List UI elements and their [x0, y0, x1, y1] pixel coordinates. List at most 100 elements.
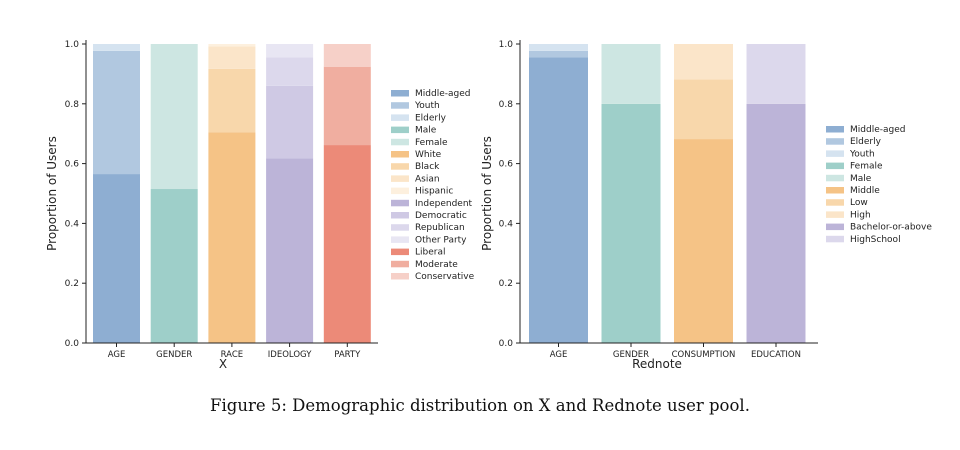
x-bar-age-elderly [93, 44, 140, 51]
x-y-tick-label: 0.0 [65, 339, 80, 349]
x-legend-swatch [391, 175, 409, 182]
rednote-legend-swatch [826, 162, 844, 170]
chart-rednote: 0.0 0.2 0.4 0.6 0.8 1.0 AGE GENDER CONSUMPTION ED… [480, 40, 932, 371]
rednote-x-axis-label: Rednote [632, 357, 682, 371]
rednote-legend-label: HighSchool [850, 235, 901, 245]
rednote-x-tick-label: AGE [550, 350, 568, 360]
figure-caption: Figure 5: Demographic distribution on X … [210, 396, 750, 415]
x-legend-label: Female [415, 138, 448, 148]
rednote-y-axis-label: Proportion of Users [480, 136, 494, 251]
rednote-bar-age-middle-aged [529, 57, 588, 344]
rednote-legend-swatch [826, 211, 844, 218]
x-x-axis-label: X [219, 357, 227, 371]
rednote-legend-label: Middle [850, 186, 880, 196]
x-x-tick-label: PARTY [334, 350, 361, 360]
x-x-tick-label: GENDER [156, 350, 192, 360]
rednote-legend-label: Male [850, 174, 872, 184]
rednote-legend-label: Bachelor-or-above [850, 223, 932, 233]
x-bar-ideology-democratic [266, 85, 314, 159]
x-bar-age-middle-aged [93, 174, 140, 343]
rednote-legend-swatch [826, 138, 844, 145]
x-bar-party-moderate [323, 66, 371, 146]
rednote-bar-consumption-low [674, 79, 733, 140]
x-bar-party-liberal [323, 145, 371, 343]
rednote-legend-label: High [850, 210, 871, 220]
x-y-tick-label: 0.6 [65, 160, 80, 170]
x-legend-swatch [391, 90, 409, 97]
rednote-bar-age-elderly [529, 50, 588, 58]
x-y-tick-label: 0.8 [65, 100, 80, 110]
x-legend-label: Hispanic [415, 187, 453, 197]
x-legend-label: White [415, 150, 442, 160]
rednote-legend-swatch [826, 199, 844, 206]
rednote-legend-label: Female [850, 162, 883, 172]
x-x-tick-label: AGE [108, 350, 126, 360]
x-legend-label: Male [415, 126, 437, 136]
x-y-tick-label: 0.2 [65, 279, 79, 289]
x-legend-swatch [391, 273, 409, 280]
rednote-legend-swatch [826, 235, 844, 243]
x-legend-swatch [391, 224, 409, 231]
x-x-tick-label: IDEOLOGY [268, 350, 312, 360]
rednote-legend-label: Middle-aged [850, 125, 905, 135]
x-legend-label: Asian [415, 174, 440, 184]
rednote-bar-age-youth [529, 44, 588, 51]
rednote-y-tick-label: 0.4 [499, 219, 514, 229]
x-legend-label: Democratic [415, 211, 467, 221]
rednote-y-tick-label: 1.0 [499, 40, 514, 50]
x-legend-swatch [391, 260, 409, 268]
x-legend-label: Middle-aged [415, 89, 470, 99]
x-bar-ideology-republican [266, 57, 314, 86]
x-legend-swatch [391, 151, 409, 158]
x-legend-label: Moderate [415, 260, 458, 270]
x-x-tick-label: RACE [221, 350, 244, 360]
rednote-bar-education-highschool [746, 44, 806, 104]
rednote-x-tick-label: GENDER [613, 350, 649, 360]
chart-x: 0.0 0.2 0.4 0.6 0.8 1.0 AGE GENDER RACE IDEOLOGY P… [45, 40, 475, 371]
x-bar-age-youth [93, 50, 140, 175]
rednote-bar-education-bachelor-or-above [746, 103, 806, 343]
x-y-tick-label: 0.4 [65, 219, 80, 229]
x-legend-label: Black [415, 162, 440, 172]
x-legend-swatch [391, 138, 409, 146]
rednote-bar-consumption-middle [674, 139, 733, 343]
x-legend-label: Liberal [415, 248, 445, 258]
x-bar-party-conservative [323, 44, 371, 67]
rednote-bar-gender-male [601, 44, 661, 104]
x-legend-label: Republican [415, 223, 465, 233]
rednote-x-tick-label: CONSUMPTION [672, 350, 736, 360]
rednote-bar-consumption-high [674, 44, 733, 80]
rednote-bar-gender-female [601, 103, 661, 343]
rednote-legend-swatch [826, 126, 844, 133]
x-legend-swatch [391, 163, 409, 170]
x-legend-swatch [391, 114, 409, 121]
rednote-legend-label: Youth [849, 149, 875, 159]
x-legend-label: Other Party [415, 235, 467, 245]
rednote-legend-swatch [826, 174, 844, 182]
rednote-y-tick-label: 0.2 [499, 279, 513, 289]
rednote-legend-swatch [826, 223, 844, 231]
rednote-y-tick-label: 0.0 [499, 339, 514, 349]
rednote-y-tick-label: 0.8 [499, 100, 514, 110]
x-legend-swatch [391, 212, 409, 219]
rednote-legend-swatch [826, 187, 844, 194]
x-legend-label: Conservative [415, 272, 475, 282]
x-legend-swatch [391, 248, 409, 256]
rednote-legend-label: Low [850, 198, 868, 208]
x-legend-label: Youth [414, 101, 440, 111]
x-bar-race-hispanic [208, 44, 256, 47]
x-legend-swatch [391, 126, 409, 134]
x-legend-swatch [391, 236, 409, 243]
rednote-legend-swatch [826, 150, 844, 157]
x-bar-gender-male [150, 189, 198, 343]
rednote-y-tick-label: 0.6 [499, 160, 514, 170]
x-legend-swatch [391, 199, 409, 207]
x-legend-label: Elderly [415, 113, 447, 123]
x-bar-ideology-independent [266, 158, 314, 343]
x-bar-gender-female [150, 44, 198, 190]
rednote-x-tick-label: EDUCATION [751, 350, 801, 360]
x-legend-label: Independent [415, 199, 473, 209]
x-legend-swatch [391, 187, 409, 195]
x-bar-race-black [208, 68, 256, 133]
